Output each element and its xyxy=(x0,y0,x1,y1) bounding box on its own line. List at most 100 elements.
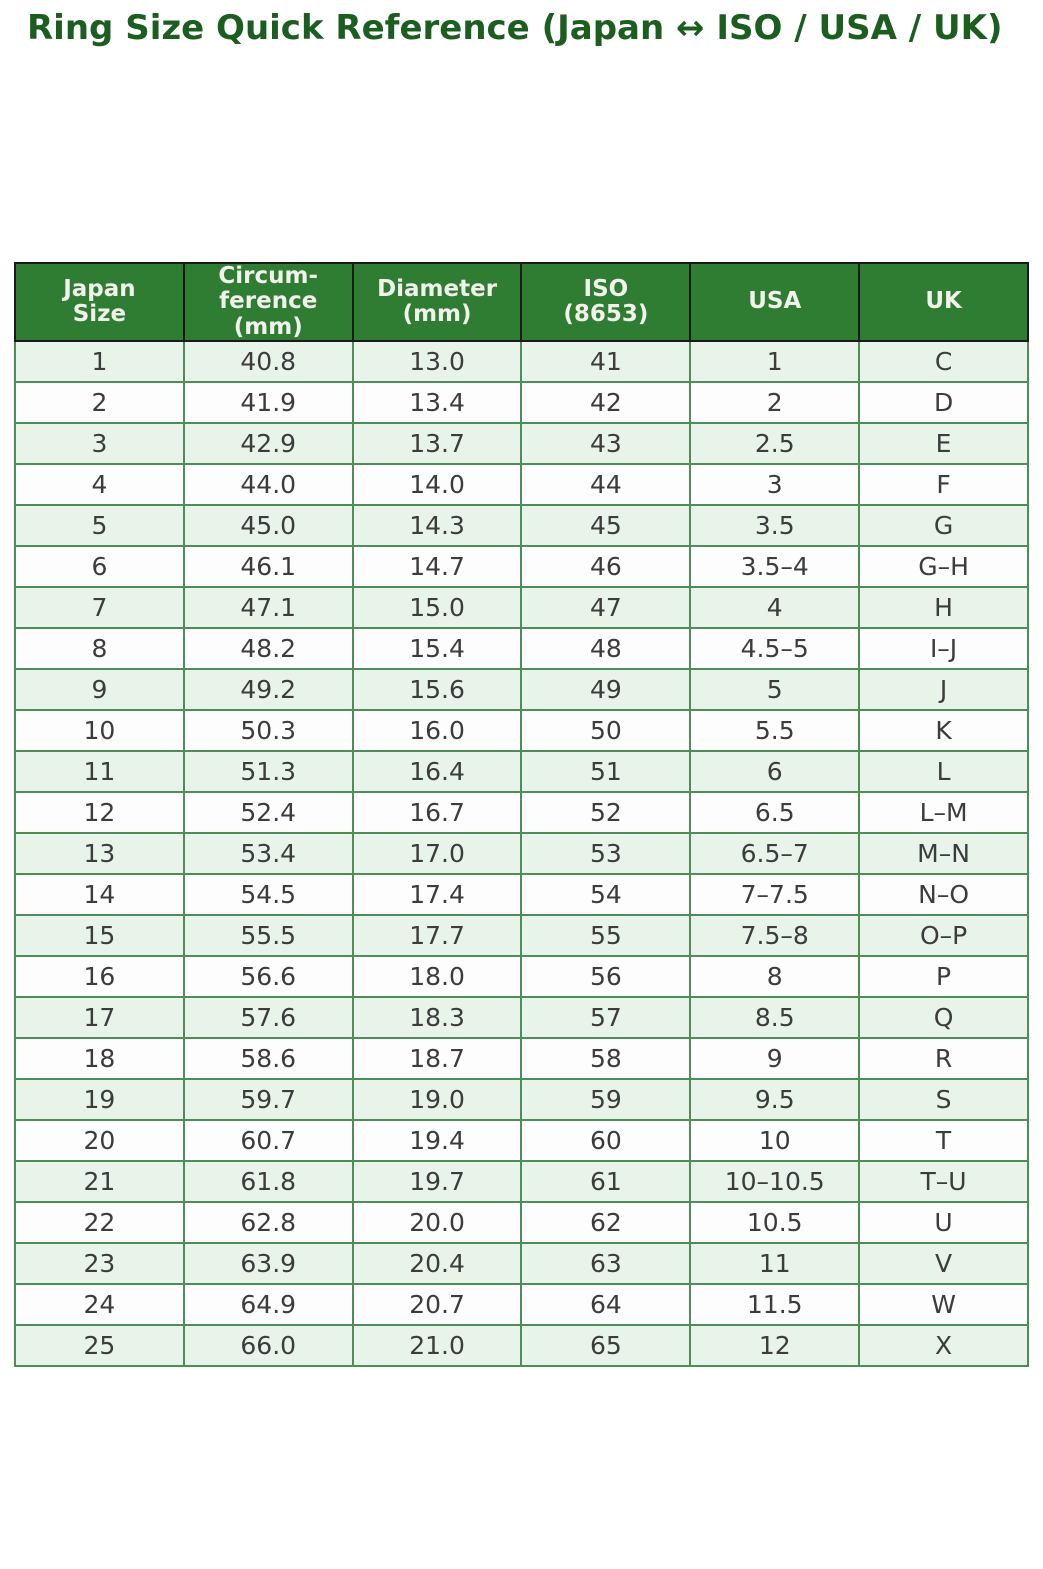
table-cell: 7 xyxy=(14,585,185,629)
table-row: 15 55.5 17.7 55 7.5–8 O–P xyxy=(14,913,1029,957)
table-row: 6 46.1 14.7 46 3.5–4 G–H xyxy=(14,544,1029,588)
table-cell: 16 xyxy=(14,954,185,998)
table-cell: 6.5 xyxy=(689,790,861,834)
table-row: 7 47.1 15.0 47 4 H xyxy=(14,585,1029,629)
table-header: Japan Size Circum- ference (mm) Diameter (… xyxy=(14,262,1029,342)
table-cell: 48 xyxy=(520,626,692,670)
table-cell: 53.4 xyxy=(182,831,354,875)
table-row: 11 51.3 16.4 51 6 L xyxy=(14,749,1029,793)
table-cell: 65 xyxy=(520,1323,692,1367)
table-cell: G–H xyxy=(858,544,1029,588)
table-cell: 58 xyxy=(520,1036,692,1080)
table-cell: 9 xyxy=(689,1036,861,1080)
table-cell: 56.6 xyxy=(182,954,354,998)
table-cell: 17 xyxy=(14,995,185,1039)
table-cell: D xyxy=(858,380,1029,424)
table-cell: 41.9 xyxy=(182,380,354,424)
table-cell: 7–7.5 xyxy=(689,872,861,916)
table-cell: 10 xyxy=(689,1118,861,1162)
table-cell: 4 xyxy=(689,585,861,629)
table-cell: 49.2 xyxy=(182,667,354,711)
table-cell: 13 xyxy=(14,831,185,875)
table-cell: L–M xyxy=(858,790,1029,834)
table-cell: 9 xyxy=(14,667,185,711)
table-cell: 10 xyxy=(14,708,185,752)
table-cell: 62.8 xyxy=(182,1200,354,1244)
table-cell: E xyxy=(858,421,1029,465)
table-cell: 3 xyxy=(689,462,861,506)
table-cell: 23 xyxy=(14,1241,185,1285)
table-cell: 18 xyxy=(14,1036,185,1080)
table-body: 1 40.8 13.0 41 1 C 2 41.9 13.4 42 2 D 3 42.9 13.7 43 2.5… xyxy=(14,339,1029,1367)
table-cell: 20.4 xyxy=(351,1241,523,1285)
table-cell: 53 xyxy=(520,831,692,875)
table-cell: 42 xyxy=(520,380,692,424)
table-cell: 63.9 xyxy=(182,1241,354,1285)
table-cell: 41 xyxy=(520,339,692,383)
table-cell: G xyxy=(858,503,1029,547)
table-cell: 15.6 xyxy=(351,667,523,711)
table-cell: 58.6 xyxy=(182,1036,354,1080)
table-cell: V xyxy=(858,1241,1029,1285)
table-cell: T–U xyxy=(858,1159,1029,1203)
table-cell: 64 xyxy=(520,1282,692,1326)
column-header: Circum- ference (mm) xyxy=(182,262,354,342)
table-cell: 1 xyxy=(14,339,185,383)
table-cell: S xyxy=(858,1077,1029,1121)
table-cell: 13.4 xyxy=(351,380,523,424)
table-cell: 54 xyxy=(520,872,692,916)
table-cell: 1 xyxy=(689,339,861,383)
table-header-row: Japan Size Circum- ference (mm) Diameter (… xyxy=(14,262,1029,342)
page-title: Ring Size Quick Reference (Japan ↔ ISO /… xyxy=(27,8,1003,48)
table-cell: K xyxy=(858,708,1029,752)
table-cell: R xyxy=(858,1036,1029,1080)
ring-size-table: Japan Size Circum- ference (mm) Diameter (… xyxy=(14,262,1029,1367)
table-row: 2 41.9 13.4 42 2 D xyxy=(14,380,1029,424)
table-cell: 51.3 xyxy=(182,749,354,793)
table-row: 3 42.9 13.7 43 2.5 E xyxy=(14,421,1029,465)
table-cell: 3.5 xyxy=(689,503,861,547)
table-row: 10 50.3 16.0 50 5.5 K xyxy=(14,708,1029,752)
table-cell: 17.4 xyxy=(351,872,523,916)
table-cell: 61 xyxy=(520,1159,692,1203)
table-cell: 4 xyxy=(14,462,185,506)
table-cell: 48.2 xyxy=(182,626,354,670)
table-cell: 5 xyxy=(14,503,185,547)
table-cell: X xyxy=(858,1323,1029,1367)
table-cell: 14.0 xyxy=(351,462,523,506)
table-cell: 57.6 xyxy=(182,995,354,1039)
table-cell: W xyxy=(858,1282,1029,1326)
table-row: 23 63.9 20.4 63 11 V xyxy=(14,1241,1029,1285)
table-row: 18 58.6 18.7 58 9 R xyxy=(14,1036,1029,1080)
table-cell: 19.4 xyxy=(351,1118,523,1162)
table-row: 24 64.9 20.7 64 11.5 W xyxy=(14,1282,1029,1326)
table-cell: C xyxy=(858,339,1029,383)
table-cell: 2.5 xyxy=(689,421,861,465)
table-cell: 7.5–8 xyxy=(689,913,861,957)
table-cell: 43 xyxy=(520,421,692,465)
table-cell: 59.7 xyxy=(182,1077,354,1121)
table-row: 22 62.8 20.0 62 10.5 U xyxy=(14,1200,1029,1244)
table-cell: 19.0 xyxy=(351,1077,523,1121)
table-cell: 24 xyxy=(14,1282,185,1326)
column-header: Japan Size xyxy=(14,262,185,342)
table-cell: 20.7 xyxy=(351,1282,523,1326)
table-cell: 21 xyxy=(14,1159,185,1203)
table-cell: 3 xyxy=(14,421,185,465)
table-cell: 59 xyxy=(520,1077,692,1121)
table-cell: 4.5–5 xyxy=(689,626,861,670)
table-cell: 52 xyxy=(520,790,692,834)
table-cell: O–P xyxy=(858,913,1029,957)
table-cell: 14.3 xyxy=(351,503,523,547)
table-cell: 20 xyxy=(14,1118,185,1162)
table-cell: 8 xyxy=(14,626,185,670)
table-row: 4 44.0 14.0 44 3 F xyxy=(14,462,1029,506)
table-cell: 63 xyxy=(520,1241,692,1285)
table-cell: 50.3 xyxy=(182,708,354,752)
table-row: 14 54.5 17.4 54 7–7.5 N–O xyxy=(14,872,1029,916)
column-header: Diameter (mm) xyxy=(351,262,523,342)
table-cell: 42.9 xyxy=(182,421,354,465)
table-cell: 16.4 xyxy=(351,749,523,793)
table-cell: H xyxy=(858,585,1029,629)
